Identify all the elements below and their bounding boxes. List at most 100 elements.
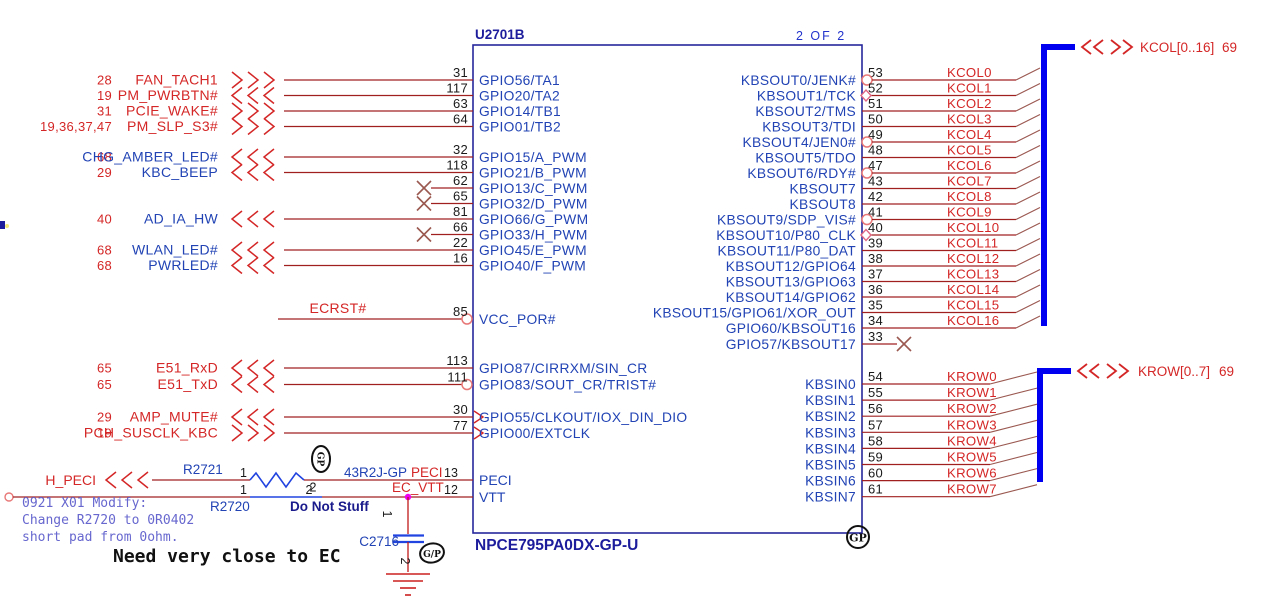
pin-number: 50 — [868, 112, 883, 127]
pin-number: 48 — [868, 143, 883, 158]
c2716-pin1: 1 — [380, 511, 394, 518]
kcol-bus-label: KCOL[0..16] — [1140, 40, 1214, 55]
bus-tap-wire — [1015, 300, 1041, 313]
krow-bus — [1037, 368, 1071, 482]
net-chevron-icon — [246, 210, 259, 228]
net-label: KCOL2 — [947, 96, 992, 111]
r2721-refdes: R2721 — [183, 462, 223, 477]
r2720-pin2: 2 — [306, 483, 313, 497]
pin-number: 60 — [868, 466, 883, 481]
pin-name: GPIO20/TA2 — [479, 89, 560, 104]
bus-tap-wire — [1015, 83, 1041, 96]
net-label: KCOL13 — [947, 267, 999, 282]
bus-tap-wire — [989, 451, 1038, 466]
c2716-pin2: 2 — [398, 558, 412, 565]
pin-number: 111 — [447, 370, 468, 385]
pin-name: KBSOUT6/RDY# — [747, 166, 856, 181]
net-label: KCOL14 — [947, 282, 999, 297]
net-chevron-icon — [230, 359, 243, 377]
bus-tap-wire — [1015, 160, 1041, 174]
net-chevron-icon — [262, 210, 275, 228]
net-label-h-peci: H_PECI — [45, 472, 96, 488]
pin-name: GPIO13/C_PWM — [479, 181, 588, 196]
bus-tap-wire — [1015, 145, 1041, 158]
do-not-stuff-note: Do Not Stuff — [290, 499, 369, 514]
bus-tap-wire — [1015, 98, 1041, 112]
net-label: KCOL3 — [947, 112, 992, 127]
net-chevron-icon — [247, 117, 260, 136]
net-label: KCOL16 — [947, 313, 999, 328]
net-label: KCOL0 — [947, 65, 992, 80]
net-chevron-icon — [263, 102, 276, 120]
pin-name: KBSOUT9/SDP_VIS# — [717, 213, 856, 228]
kcol-bus-page-ref: 69 — [1222, 40, 1237, 55]
net-label: AD_IA_HW — [144, 211, 218, 227]
net-chevron-icon — [230, 163, 243, 182]
bus-tap-wire — [989, 419, 1038, 433]
net-chevron-icon — [246, 375, 259, 394]
net-label: KCOL12 — [947, 251, 999, 266]
page-edge-dot — [5, 224, 9, 228]
pin-name: KBSOUT2/TMS — [755, 104, 856, 119]
pin-name: KBSOUT11/P80_DAT — [718, 244, 857, 259]
pin-name: KBSOUT8 — [789, 197, 856, 212]
net-label: KCOL9 — [947, 205, 992, 220]
page-ref: 19,36,37,47 — [40, 119, 112, 134]
pin-number: 57 — [868, 417, 883, 432]
net-chevron-icon — [230, 86, 243, 105]
net-label: PCIE_WAKE# — [126, 103, 218, 119]
pin-name: GPIO40/F_PWM — [479, 259, 586, 274]
pin-number: 64 — [453, 112, 468, 127]
pin-number: 52 — [868, 81, 883, 96]
r2721-pin2: 2 — [310, 481, 317, 495]
net-chevron-icon — [262, 86, 275, 105]
pin-number: 49 — [868, 127, 883, 142]
r2720-pin1: 1 — [240, 483, 247, 497]
open-connection-icon — [4, 492, 14, 502]
pin-name: GPIO45/E_PWM — [479, 243, 587, 258]
pin-name: KBSIN1 — [805, 393, 856, 408]
bus-tap-wire — [1015, 114, 1041, 127]
pin-number: 22 — [453, 235, 468, 250]
bus-tap-wire — [1015, 207, 1041, 220]
pin-input-arrow-icon — [473, 410, 485, 424]
net-label: KCOL11 — [947, 236, 998, 251]
net-label: KCOL8 — [947, 189, 992, 204]
pin-name: KBSIN4 — [805, 441, 856, 456]
net-label: KROW4 — [947, 433, 997, 448]
net-chevron-icon — [263, 117, 276, 136]
net-label: AMP_MUTE# — [130, 409, 218, 425]
ground-symbol-icon — [386, 573, 430, 596]
pin-name: GPIO15/A_PWM — [479, 150, 587, 165]
net-chevron-icon — [246, 148, 259, 166]
chip-body — [472, 44, 863, 534]
bus-tap-wire — [1015, 253, 1041, 267]
pin-number: 54 — [868, 369, 883, 384]
pin-number: 118 — [446, 158, 468, 173]
net-label: KCOL4 — [947, 127, 992, 142]
page-ref: 65 — [97, 377, 112, 392]
pin-name: GPIO56/TA1 — [479, 73, 560, 88]
net-chevron-icon — [231, 117, 244, 136]
krow-bus-page-ref: 69 — [1219, 364, 1234, 379]
page-ref: 29 — [97, 165, 112, 180]
pin-number: 47 — [868, 158, 883, 173]
net-chevron-icon — [246, 256, 259, 275]
page-ref: 68 — [97, 258, 112, 273]
net-chevron-icon — [246, 408, 259, 426]
pin-number: 36 — [868, 282, 883, 297]
net-chevron-icon — [230, 375, 243, 394]
net-chevron-icon — [262, 148, 275, 166]
pin-name: GPIO83/SOUT_CR/TRIST# — [479, 378, 656, 393]
r2721-pin1: 1 — [240, 466, 247, 480]
pin-number: 51 — [868, 96, 883, 111]
bus-tap-wire — [1015, 129, 1041, 143]
bus-tap-wire — [989, 484, 1038, 498]
net-chevron-icon — [247, 71, 260, 89]
pin-number: 41 — [868, 205, 883, 220]
pin-number: 66 — [453, 220, 468, 235]
chip-page-note: 2 OF 2 — [796, 29, 846, 43]
net-chevron-icon — [262, 241, 275, 259]
